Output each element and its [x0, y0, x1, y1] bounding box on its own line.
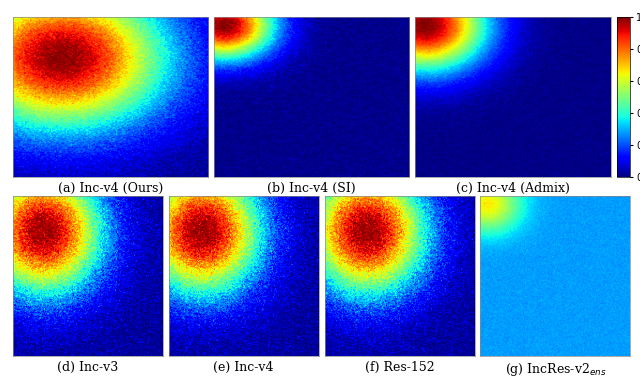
- Text: (g) IncRes-v2$_{\mathit{ens}}$: (g) IncRes-v2$_{\mathit{ens}}$: [505, 361, 606, 378]
- Text: (a) Inc-v4 (Ours): (a) Inc-v4 (Ours): [58, 182, 163, 195]
- Text: (e) Inc-v4: (e) Inc-v4: [213, 361, 274, 374]
- Text: (f) Res-152: (f) Res-152: [365, 361, 435, 374]
- Text: (b) Inc-v4 (SI): (b) Inc-v4 (SI): [268, 182, 356, 195]
- Text: (c) Inc-v4 (Admix): (c) Inc-v4 (Admix): [456, 182, 570, 195]
- Text: (d) Inc-v3: (d) Inc-v3: [57, 361, 118, 374]
